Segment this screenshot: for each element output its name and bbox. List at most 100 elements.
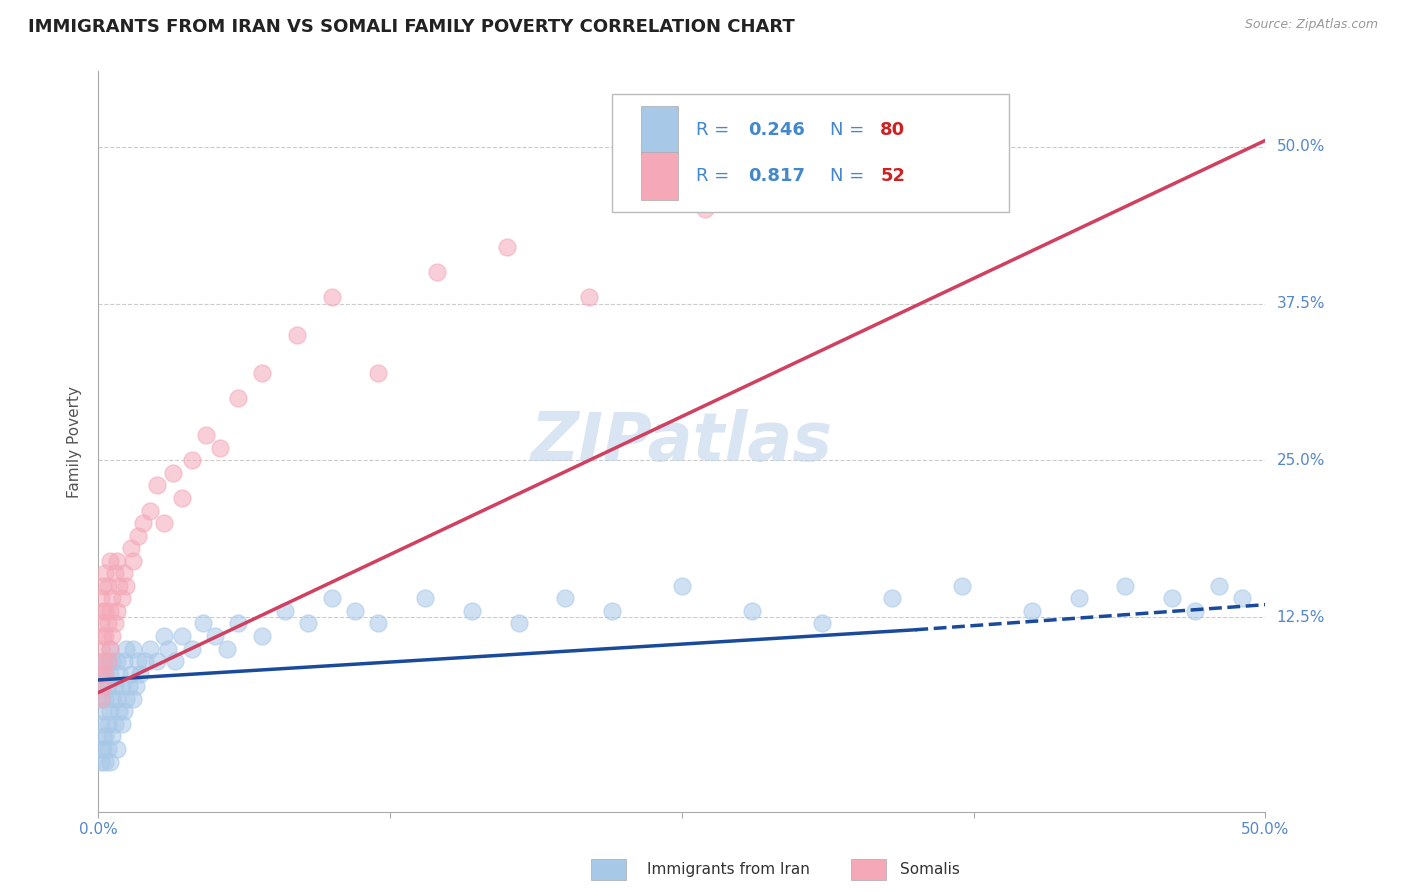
Point bbox=[90, 591, 112, 606]
Point bbox=[98, 641, 121, 656]
Point bbox=[98, 641, 121, 656]
Point bbox=[194, 428, 217, 442]
Point bbox=[98, 755, 121, 769]
Point bbox=[367, 366, 389, 380]
Point bbox=[321, 591, 343, 606]
Point bbox=[91, 579, 114, 593]
Point bbox=[1114, 579, 1136, 593]
Y-axis label: Family Poverty: Family Poverty bbox=[67, 385, 83, 498]
Point bbox=[122, 641, 145, 656]
Point bbox=[97, 679, 120, 693]
Text: Source: ZipAtlas.com: Source: ZipAtlas.com bbox=[1244, 18, 1378, 31]
FancyBboxPatch shape bbox=[612, 94, 1008, 212]
Point bbox=[671, 579, 693, 593]
Point bbox=[146, 654, 169, 668]
Point bbox=[193, 616, 215, 631]
Point bbox=[91, 679, 114, 693]
Point bbox=[101, 730, 124, 744]
Point bbox=[91, 730, 114, 744]
Point bbox=[97, 654, 120, 668]
Point bbox=[172, 491, 194, 505]
Point bbox=[94, 654, 117, 668]
Point bbox=[104, 717, 127, 731]
Point bbox=[125, 679, 148, 693]
Point bbox=[285, 327, 308, 342]
Point bbox=[413, 591, 436, 606]
Point bbox=[461, 604, 484, 618]
Point bbox=[129, 666, 152, 681]
Point bbox=[94, 666, 117, 681]
Text: 0.817: 0.817 bbox=[748, 167, 806, 185]
Point bbox=[90, 691, 112, 706]
Point bbox=[120, 666, 142, 681]
Point bbox=[297, 616, 319, 631]
Point bbox=[101, 629, 124, 643]
Point bbox=[152, 516, 174, 530]
Point bbox=[152, 629, 174, 643]
Point bbox=[101, 591, 124, 606]
Point bbox=[104, 679, 127, 693]
Point bbox=[112, 654, 135, 668]
Point bbox=[90, 641, 112, 656]
Point bbox=[97, 717, 120, 731]
Point bbox=[111, 717, 134, 731]
Point bbox=[98, 704, 121, 718]
Point bbox=[94, 629, 117, 643]
Point bbox=[508, 616, 530, 631]
Point bbox=[94, 566, 117, 581]
Point bbox=[90, 616, 112, 631]
Point bbox=[90, 755, 112, 769]
Point bbox=[1208, 579, 1230, 593]
Point bbox=[228, 391, 250, 405]
Point bbox=[127, 654, 149, 668]
Point bbox=[146, 478, 169, 492]
Point bbox=[139, 641, 162, 656]
Text: 50.0%: 50.0% bbox=[1277, 139, 1324, 154]
FancyBboxPatch shape bbox=[641, 152, 679, 200]
Point bbox=[134, 654, 156, 668]
Point bbox=[112, 704, 135, 718]
Text: 0.246: 0.246 bbox=[748, 121, 806, 139]
Point bbox=[115, 691, 138, 706]
Text: N =: N = bbox=[830, 121, 870, 139]
Point bbox=[91, 742, 114, 756]
Point bbox=[950, 579, 973, 593]
Point bbox=[108, 704, 131, 718]
Point bbox=[91, 604, 114, 618]
Point bbox=[91, 654, 114, 668]
Point bbox=[274, 604, 297, 618]
Point bbox=[90, 666, 112, 681]
Point bbox=[108, 579, 131, 593]
Point bbox=[215, 641, 238, 656]
Point bbox=[104, 566, 127, 581]
Text: 37.5%: 37.5% bbox=[1277, 296, 1324, 311]
Point bbox=[1067, 591, 1090, 606]
Point bbox=[94, 666, 117, 681]
Point bbox=[105, 691, 128, 706]
Point bbox=[94, 691, 117, 706]
Point bbox=[122, 691, 145, 706]
Text: 52: 52 bbox=[880, 167, 905, 185]
Point bbox=[1161, 591, 1184, 606]
Point bbox=[122, 554, 145, 568]
Point bbox=[367, 616, 389, 631]
Point bbox=[115, 579, 138, 593]
Point bbox=[344, 604, 367, 618]
Point bbox=[120, 541, 142, 556]
Point bbox=[208, 441, 231, 455]
Point bbox=[204, 629, 226, 643]
Point bbox=[112, 566, 135, 581]
Point bbox=[104, 616, 127, 631]
Text: Somalis: Somalis bbox=[900, 863, 960, 877]
Point bbox=[94, 604, 117, 618]
Point bbox=[250, 366, 273, 380]
Text: N =: N = bbox=[830, 167, 870, 185]
Point bbox=[172, 629, 194, 643]
Point bbox=[98, 554, 121, 568]
Point bbox=[321, 290, 343, 304]
Point bbox=[111, 591, 134, 606]
Point bbox=[250, 629, 273, 643]
Point bbox=[426, 265, 449, 279]
FancyBboxPatch shape bbox=[641, 106, 679, 154]
Text: R =: R = bbox=[696, 121, 735, 139]
